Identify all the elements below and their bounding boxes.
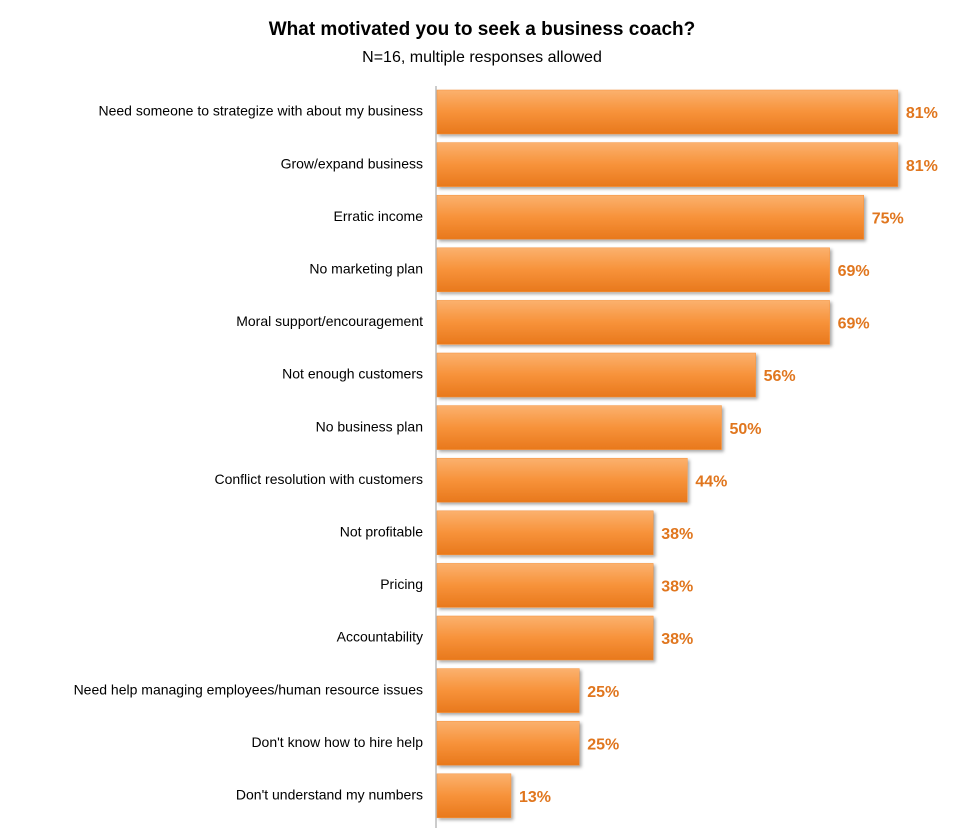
- value-label: 38%: [661, 526, 693, 543]
- value-label: 44%: [695, 473, 727, 490]
- y-tick-label: Erratic income: [334, 208, 424, 224]
- y-tick-label: No business plan: [316, 418, 423, 434]
- y-tick-label: Not enough customers: [282, 366, 423, 382]
- bar: [436, 563, 654, 608]
- bar: [436, 142, 899, 187]
- value-label: 25%: [587, 684, 619, 701]
- bar: [436, 668, 580, 713]
- value-label: 81%: [906, 158, 938, 175]
- y-tick-label: Don't know how to hire help: [251, 734, 423, 750]
- y-tick-label: Pricing: [380, 576, 423, 592]
- bar: [436, 352, 756, 398]
- value-label: 50%: [730, 421, 762, 438]
- bar: [436, 457, 688, 503]
- bar: [436, 615, 654, 661]
- bar: [436, 89, 899, 135]
- value-label: 13%: [519, 789, 551, 806]
- y-tick-label: Need help managing employees/human resou…: [74, 681, 423, 697]
- bar: [436, 300, 830, 345]
- y-tick-label: Not profitable: [340, 524, 423, 540]
- y-tick-label: No marketing plan: [309, 261, 423, 277]
- bar: [436, 773, 512, 819]
- y-tick-label: Accountability: [337, 629, 423, 645]
- value-label: 75%: [872, 210, 904, 227]
- y-tick-label: Moral support/encouragement: [236, 313, 423, 329]
- value-label: 25%: [587, 736, 619, 753]
- bar: [436, 194, 864, 240]
- chart-title: What motivated you to seek a business co…: [269, 19, 696, 40]
- y-tick-label: Conflict resolution with customers: [214, 471, 423, 487]
- bar: [436, 720, 580, 766]
- bar: [436, 247, 830, 293]
- chart-subtitle: N=16, multiple responses allowed: [362, 49, 602, 66]
- y-tick-label: Need someone to strategize with about my…: [98, 103, 423, 119]
- bar: [436, 510, 654, 556]
- y-tick-label: Don't understand my numbers: [236, 787, 423, 803]
- bar: [436, 405, 722, 450]
- value-label: 69%: [838, 316, 870, 333]
- value-label: 38%: [661, 631, 693, 648]
- value-label: 69%: [838, 263, 870, 280]
- value-label: 81%: [906, 105, 938, 122]
- y-tick-label: Grow/expand business: [281, 155, 423, 171]
- value-label: 56%: [764, 368, 796, 385]
- value-label: 38%: [661, 579, 693, 596]
